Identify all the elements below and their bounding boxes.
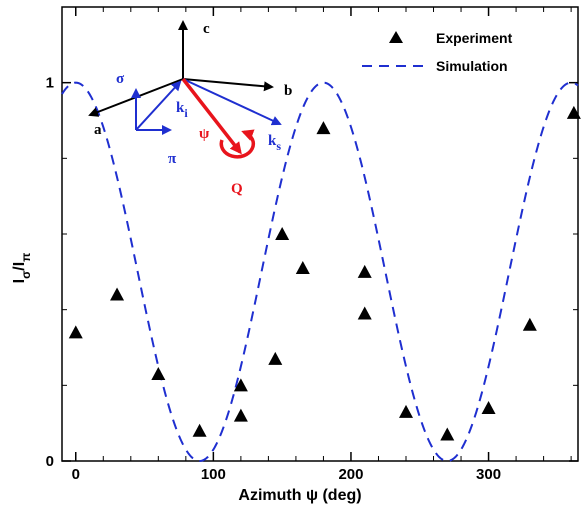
simulation-curve	[61, 81, 579, 463]
incident-beam-line	[135, 80, 182, 131]
legend-experiment-marker	[389, 31, 403, 43]
q-label: Q	[231, 181, 243, 197]
k-incident-label: ki	[176, 100, 188, 120]
y-axis-title-sub1: σ	[19, 271, 33, 279]
experiment-point	[295, 261, 310, 275]
k-incident-main: k	[176, 100, 185, 116]
axis-c-label: c	[203, 21, 210, 37]
x-tick-label: 300	[476, 466, 501, 483]
legend-experiment-label: Experiment	[436, 30, 513, 46]
experiment-point	[316, 121, 331, 135]
axis-b-label: b	[284, 83, 292, 99]
psi-label: ψ	[199, 126, 210, 142]
experiment-point	[110, 287, 125, 301]
axis-b-arrow	[182, 78, 274, 92]
azimuth-rotation-arrow	[219, 129, 255, 159]
pi-label: π	[168, 151, 177, 167]
q-vector-arrow	[181, 77, 242, 155]
k-incident-sub: i	[184, 106, 188, 120]
plot-frame	[61, 6, 579, 462]
x-axis-title: Azimuth ψ (deg)	[238, 487, 361, 504]
experiment-point	[566, 105, 581, 119]
scattered-beam-arrow	[182, 78, 282, 126]
axis-a-label: a	[94, 122, 102, 138]
inset-diagram: c b a σ π ki ks ψ Q	[88, 20, 292, 197]
experiment-point	[357, 264, 372, 278]
experiment-point	[68, 325, 83, 339]
legend-simulation-label: Simulation	[436, 58, 508, 74]
experiment-point	[399, 404, 413, 418]
experiment-point	[357, 306, 372, 320]
x-tick-label: 200	[338, 466, 363, 483]
axis-ticks: 0 100 200 300 0 1	[46, 7, 578, 483]
y-axis-title-sub2: π	[19, 253, 33, 262]
experiment-point	[151, 366, 166, 380]
experiment-point	[522, 317, 537, 331]
y-axis-title: Iσ/Iπ	[11, 253, 33, 284]
sigma-label: σ	[116, 71, 125, 87]
x-tick-label: 0	[72, 466, 80, 483]
experiment-point	[233, 378, 248, 392]
experiment-point	[268, 351, 283, 365]
svg-text:Iσ/Iπ: Iσ/Iπ	[11, 253, 33, 284]
experiment-points	[68, 105, 581, 441]
k-scattered-main: k	[268, 133, 277, 149]
x-tick-label: 100	[201, 466, 226, 483]
k-scattered-sub: s	[276, 139, 281, 153]
experiment-point	[233, 408, 248, 422]
k-scattered-label: ks	[268, 133, 281, 153]
y-axis-title-main: I	[11, 279, 28, 283]
experiment-point	[481, 401, 496, 415]
y-tick-label: 0	[46, 453, 54, 470]
y-axis-title-mid: /I	[11, 262, 28, 271]
y-tick-label: 1	[46, 75, 54, 92]
legend: Experiment Simulation	[362, 30, 513, 74]
experiment-point	[440, 427, 455, 441]
experiment-point	[192, 423, 207, 437]
experiment-point	[275, 227, 290, 240]
